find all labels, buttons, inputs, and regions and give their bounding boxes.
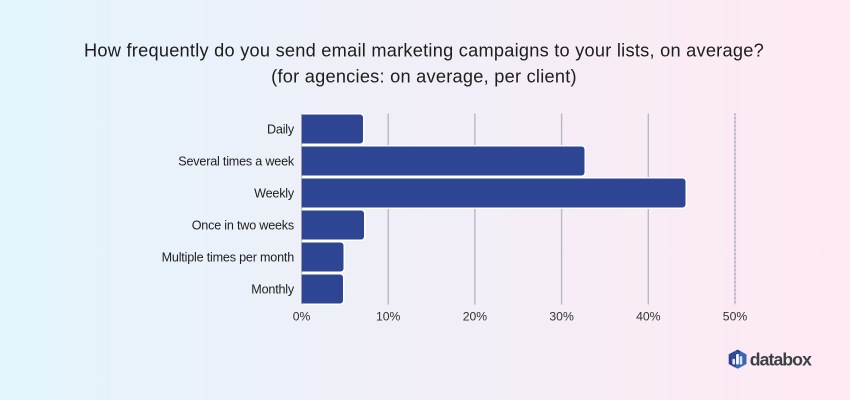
svg-text:20%: 20% <box>463 310 488 324</box>
svg-text:Multiple times per month: Multiple times per month <box>162 250 295 264</box>
svg-text:Once in two weeks: Once in two weeks <box>192 218 294 232</box>
svg-text:Weekly: Weekly <box>254 186 295 200</box>
svg-text:30%: 30% <box>549 310 574 324</box>
svg-text:databox: databox <box>750 350 812 370</box>
svg-text:Daily: Daily <box>267 122 295 136</box>
svg-text:Monthly: Monthly <box>251 282 295 296</box>
svg-text:40%: 40% <box>636 310 661 324</box>
svg-text:50%: 50% <box>723 310 748 324</box>
svg-text:Several times a week: Several times a week <box>178 154 295 168</box>
svg-text:0%: 0% <box>293 310 311 324</box>
svg-text:10%: 10% <box>376 310 401 324</box>
svg-text:How frequently do you send ema: How frequently do you send email marketi… <box>84 41 764 61</box>
svg-text:(for agencies: on average, per: (for agencies: on average, per client) <box>271 67 577 87</box>
